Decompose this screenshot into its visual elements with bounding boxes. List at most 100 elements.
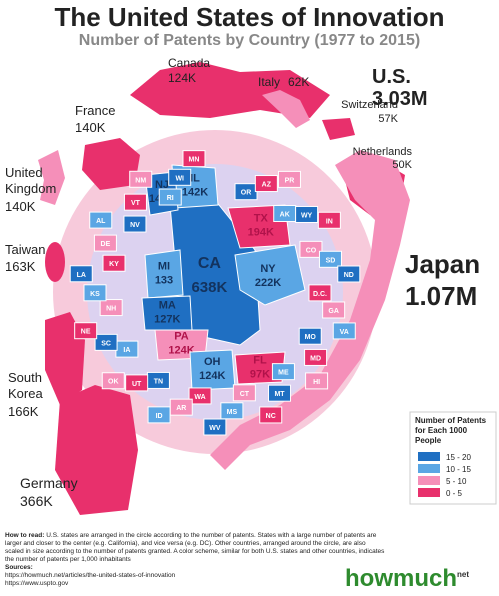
small-state-name: D.C. [313, 291, 327, 298]
small-state-name: OR [241, 190, 252, 197]
state-value: 133 [155, 275, 173, 287]
small-state-name: DE [101, 241, 111, 248]
small-state-shape [158, 188, 182, 206]
taiwan-shape [45, 242, 65, 282]
small-state-shape [123, 215, 147, 233]
small-state-name: NH [106, 306, 116, 313]
legend-label: 5 - 10 [446, 477, 467, 486]
small-state-shape [129, 170, 153, 188]
state-shape [144, 249, 184, 299]
small-state-shape [308, 284, 332, 302]
small-state-shape [332, 322, 356, 340]
small-state-name: IA [123, 347, 130, 354]
country-name: France [75, 103, 116, 118]
small-state-name: MO [305, 334, 317, 341]
legend-swatch [418, 464, 440, 473]
state-name: NJ [155, 179, 169, 191]
small-state-shape [102, 254, 126, 272]
small-state-name: GA [328, 308, 339, 315]
small-state-shape [94, 333, 118, 351]
small-state-name: KY [109, 261, 119, 268]
small-state-name: ND [344, 272, 354, 279]
sources-label: Sources: [5, 564, 33, 571]
small-state-name: CT [240, 391, 250, 398]
small-state-name: PR [285, 177, 295, 184]
small-state-name: KS [90, 291, 100, 298]
state-value: 194K [248, 227, 274, 239]
source: https://www.uspto.gov [5, 580, 69, 587]
legend-label: 10 - 15 [446, 465, 471, 474]
small-state-name: IN [326, 218, 333, 225]
small-state-name: AK [280, 212, 290, 219]
state-name: PA [174, 331, 189, 343]
small-state-shape [304, 348, 328, 366]
small-state-shape [232, 384, 256, 402]
small-state-shape [271, 363, 295, 381]
state-name: CA [198, 255, 222, 272]
legend-swatch [418, 488, 440, 497]
country-value: 140K [75, 120, 106, 135]
state-value: 127K [154, 314, 180, 326]
small-state-shape [203, 418, 227, 436]
switzerland-shape [322, 118, 355, 140]
small-state-name: NV [130, 222, 140, 229]
small-state-shape [147, 406, 171, 424]
small-state-shape [182, 150, 206, 168]
small-state-name: WA [194, 394, 205, 401]
small-state-name: SD [326, 257, 336, 264]
small-state-name: ME [278, 370, 289, 377]
small-state-shape [123, 193, 147, 211]
state-value: 97K [250, 368, 270, 380]
small-state-name: VT [131, 200, 141, 207]
small-state-shape [295, 205, 319, 223]
country-value: 163K [5, 259, 36, 274]
small-state-name: WV [209, 425, 221, 432]
small-state-name: CO [306, 247, 317, 254]
legend-label: 0 - 5 [446, 489, 463, 498]
small-state-name: MN [189, 157, 200, 164]
state-name: MA [159, 300, 176, 312]
small-state-name: SC [101, 340, 111, 347]
small-state-shape [125, 374, 149, 392]
how-to-read: U.S. states are arranged in the circle a… [5, 532, 385, 563]
small-state-shape [168, 168, 192, 186]
italy-shape [262, 90, 310, 128]
small-state-name: HI [313, 379, 320, 386]
state-value: 222K [255, 277, 281, 289]
how-to-read-label: How to read: [5, 532, 45, 539]
small-state-name: AL [96, 218, 106, 225]
country-value: 124K [168, 71, 197, 85]
small-state-name: OK [108, 379, 119, 386]
small-state-name: MD [310, 355, 321, 362]
country-name: Switzerland [341, 99, 398, 111]
country-value: 50K [392, 159, 412, 171]
state-name: MI [158, 261, 170, 273]
state-name: OH [204, 356, 221, 368]
legend-swatch [418, 452, 440, 461]
country-value: 366K [20, 493, 53, 509]
state-name: NY [260, 263, 276, 275]
country-value: 140K [5, 199, 36, 214]
country-value: 62K [288, 75, 310, 89]
small-state-shape [69, 265, 93, 283]
country-name: Taiwan [5, 242, 46, 257]
small-state-shape [259, 406, 283, 424]
state-name: IL [190, 173, 200, 185]
small-state-shape [268, 384, 292, 402]
country-name: South Korea [8, 370, 43, 401]
small-state-name: NM [135, 177, 146, 184]
country-name: United Kingdom [5, 165, 57, 196]
small-state-shape [318, 250, 342, 268]
small-state-shape [220, 402, 244, 420]
country-value: 1.07M [405, 281, 478, 311]
state-value: 124K [199, 370, 225, 382]
uk-shape [38, 150, 65, 205]
small-state-name: AR [176, 405, 186, 412]
state-shape [234, 244, 306, 306]
legend-title: Number of Patents for Each 1000 People [415, 416, 487, 445]
small-state-name: LA [77, 272, 86, 279]
source: https://howmuch.net/articles/the-united-… [5, 572, 176, 579]
japan-shape [210, 150, 410, 470]
